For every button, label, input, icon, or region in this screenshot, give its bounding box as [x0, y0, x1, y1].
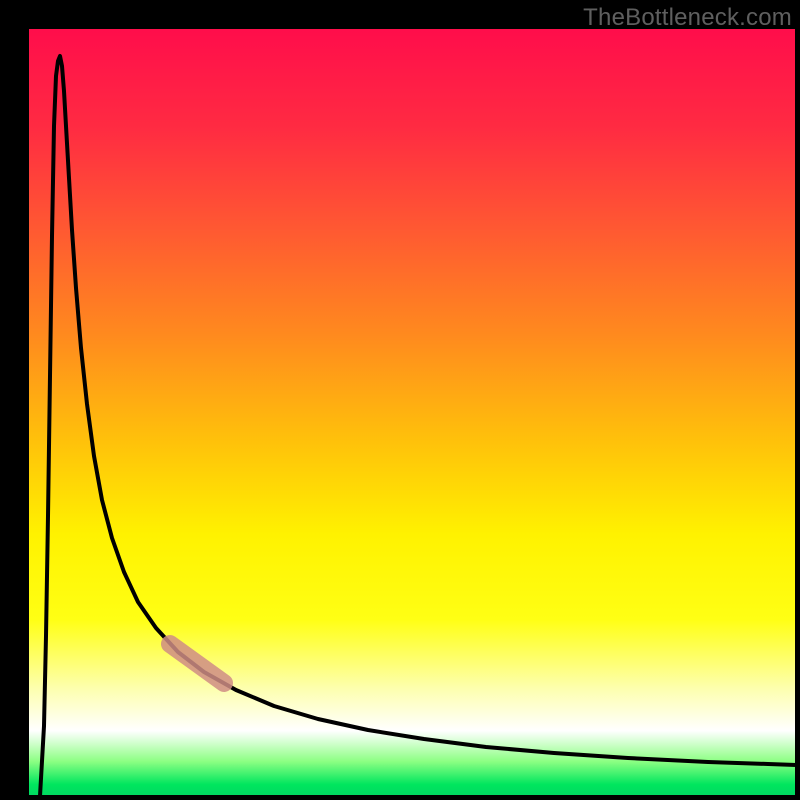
plot-background-gradient [28, 28, 796, 796]
chart-svg [0, 0, 800, 800]
bottleneck-chart: TheBottleneck.com [0, 0, 800, 800]
